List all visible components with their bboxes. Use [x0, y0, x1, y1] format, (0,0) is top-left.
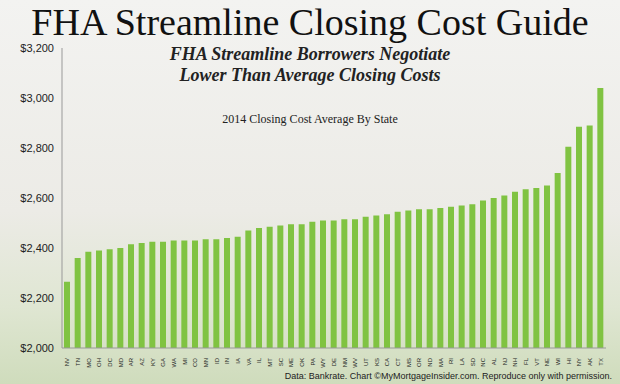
svg-text:MA: MA: [438, 358, 444, 367]
svg-text:MI: MI: [182, 358, 188, 365]
svg-text:MD: MD: [118, 357, 124, 367]
svg-text:NM: NM: [342, 358, 348, 367]
svg-text:DE: DE: [331, 358, 337, 366]
svg-text:OR: OR: [416, 357, 422, 367]
svg-text:VT: VT: [534, 358, 540, 366]
svg-text:NE: NE: [544, 358, 550, 366]
svg-text:WI: WI: [555, 358, 561, 366]
svg-text:GA: GA: [160, 358, 166, 367]
svg-text:WY: WY: [320, 358, 326, 368]
svg-text:IL: IL: [256, 357, 262, 363]
html-text:2014 Closing Cost Average By S: 2014 Closing Cost Average By State: [222, 112, 398, 126]
svg-text:AL: AL: [491, 357, 497, 365]
svg-text:AR: AR: [128, 357, 134, 366]
html-text:Data: Bankrate. Chart ©MyMortg: Data: Bankrate. Chart ©MyMortgageInsider…: [284, 371, 612, 381]
html-text:FHA Streamline Borrowers Negot: FHA Streamline Borrowers Negotiate Lower…: [169, 44, 451, 85]
svg-text:$2,400: $2,400: [20, 242, 54, 254]
svg-text:LA: LA: [459, 358, 465, 365]
svg-text:MT: MT: [267, 358, 273, 367]
svg-text:TX: TX: [598, 358, 604, 366]
svg-text:PA: PA: [310, 358, 316, 366]
svg-text:IA: IA: [235, 358, 241, 364]
svg-text:NC: NC: [480, 357, 486, 366]
html-text:FHA Streamline Closing Cost Gu: FHA Streamline Closing Cost Guide: [31, 1, 589, 43]
svg-text:NH: NH: [512, 358, 518, 367]
svg-text:MO: MO: [86, 358, 92, 368]
svg-text:CA: CA: [384, 358, 390, 366]
svg-text:VA: VA: [246, 358, 252, 366]
svg-text:AK: AK: [587, 358, 593, 366]
svg-text:NV: NV: [64, 358, 70, 366]
svg-text:WV: WV: [352, 358, 358, 368]
svg-text:$3,200: $3,200: [20, 42, 54, 54]
svg-text:SD: SD: [470, 357, 476, 366]
svg-text:AZ: AZ: [139, 358, 145, 366]
svg-text:$2,200: $2,200: [20, 292, 54, 304]
svg-text:HI: HI: [566, 358, 572, 364]
svg-text:$2,000: $2,000: [20, 342, 54, 354]
svg-text:OH: OH: [96, 358, 102, 367]
svg-text:OK: OK: [299, 358, 305, 367]
svg-text:NJ: NJ: [502, 358, 508, 365]
svg-text:MN: MN: [203, 358, 209, 367]
svg-text:WA: WA: [171, 358, 177, 367]
svg-text:MS: MS: [406, 358, 412, 367]
svg-text:ME: ME: [288, 358, 294, 367]
svg-text:TN: TN: [75, 358, 81, 366]
svg-text:$3,000: $3,000: [20, 92, 54, 104]
svg-text:ID: ID: [214, 357, 220, 364]
svg-text:SC: SC: [278, 357, 284, 366]
svg-text:NY: NY: [576, 358, 582, 366]
svg-text:FL: FL: [523, 357, 529, 365]
svg-text:RI: RI: [448, 358, 454, 364]
svg-text:CT: CT: [395, 358, 401, 366]
svg-text:KS: KS: [374, 358, 380, 366]
svg-text:ND: ND: [427, 357, 433, 366]
svg-text:DC: DC: [107, 357, 113, 366]
svg-text:IN: IN: [224, 358, 230, 364]
svg-text:CO: CO: [192, 358, 198, 367]
svg-text:$2,800: $2,800: [20, 142, 54, 154]
svg-text:KY: KY: [150, 358, 156, 366]
svg-text:UT: UT: [363, 358, 369, 366]
svg-text:$2,600: $2,600: [20, 192, 54, 204]
